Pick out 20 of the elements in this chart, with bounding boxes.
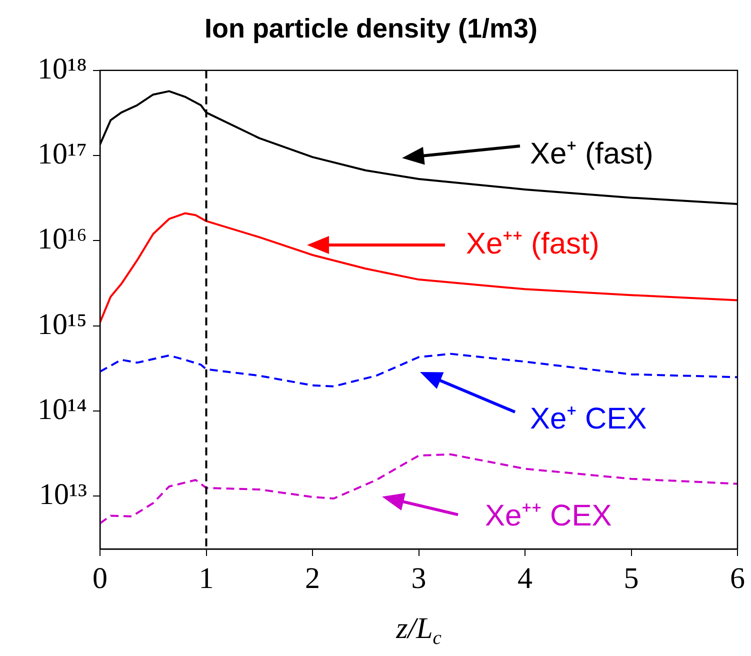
y-tick-label: 10¹³: [39, 478, 87, 512]
y-tick-label: 10¹⁶: [38, 222, 87, 256]
x-tick-label: 0: [92, 562, 108, 595]
line-series: [100, 453, 738, 524]
y-tick-label: 10¹⁴: [38, 392, 87, 426]
series-label: Xe⁺ CEX: [530, 402, 647, 436]
legend-label: Xe⁺⁺ (fast): [466, 227, 600, 260]
y-tick-label: 10¹⁷: [38, 137, 87, 170]
x-tick-label: 2: [305, 562, 320, 595]
y-tick-label: 10¹⁵: [38, 308, 87, 341]
legend-label: Xe⁺⁺ CEX: [485, 499, 612, 532]
chart-title: Ion particle density (1/m3): [204, 14, 538, 44]
x-tick-label: 4: [518, 562, 532, 595]
legend-label: Xe⁺ (fast): [530, 137, 654, 170]
x-tick-label: 3: [411, 562, 426, 595]
line-series: [100, 352, 738, 388]
x-tick-label: 6: [730, 562, 745, 595]
x-tick-label: 5: [624, 562, 639, 595]
x-tick-label: 1: [198, 562, 214, 595]
y-tick-label: 10¹⁸: [38, 52, 87, 86]
